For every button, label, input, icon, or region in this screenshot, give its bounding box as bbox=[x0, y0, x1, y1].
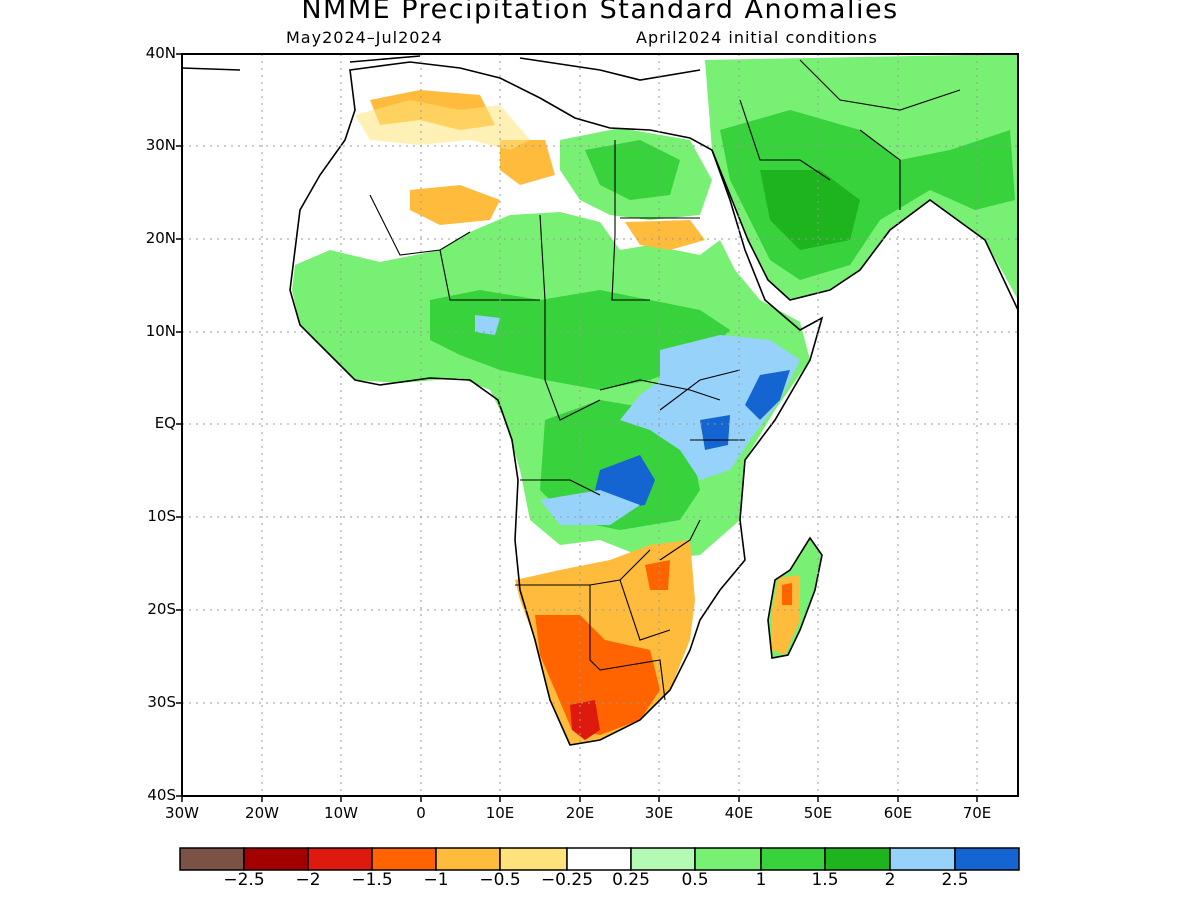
colorbar-swatch bbox=[243, 847, 309, 871]
lat-label: 40N bbox=[145, 44, 176, 62]
map-title: NMME Precipitation Standard Anomalies bbox=[301, 0, 899, 25]
colorbar-label: 1.5 bbox=[811, 870, 839, 890]
nile-wet-core bbox=[585, 140, 680, 200]
southern-africa-dry-strong bbox=[535, 615, 660, 735]
colorbar-label: 0.25 bbox=[612, 870, 650, 890]
lon-label: 0 bbox=[416, 804, 426, 822]
lon-label: 40E bbox=[724, 804, 754, 822]
mediterranean-north-coast bbox=[182, 55, 701, 81]
lat-label: 40S bbox=[147, 786, 176, 804]
colorbar-label: −0.5 bbox=[479, 870, 521, 890]
madagascar-dry-core bbox=[782, 583, 792, 605]
madagascar-dry bbox=[772, 575, 800, 655]
lon-label: 30E bbox=[644, 804, 674, 822]
colorbar-swatch bbox=[435, 847, 501, 871]
colorbar-swatch bbox=[824, 847, 891, 871]
colorbar-swatch bbox=[889, 847, 956, 871]
colorbar bbox=[179, 847, 1020, 871]
nigeria-wet-light bbox=[475, 315, 500, 335]
colorbar-swatch bbox=[694, 847, 762, 871]
angola-wet-light bbox=[540, 490, 640, 525]
sahara-yellow bbox=[355, 100, 530, 150]
colorbar-label: 2.5 bbox=[941, 870, 969, 890]
coastlines bbox=[182, 55, 1018, 746]
colorbar-swatch bbox=[307, 847, 373, 871]
tick-marks bbox=[176, 53, 978, 802]
lat-label: 30N bbox=[145, 136, 176, 154]
colorbar-swatch bbox=[371, 847, 437, 871]
lon-label: 60E bbox=[883, 804, 913, 822]
colorbar-label: 0.5 bbox=[681, 870, 709, 890]
graticule bbox=[182, 54, 1018, 796]
east-africa-wet-light bbox=[620, 335, 800, 480]
lat-label: 10S bbox=[147, 507, 176, 525]
colorbar-label: −2 bbox=[295, 870, 321, 890]
colorbar-swatch bbox=[499, 847, 568, 871]
lat-label: 20N bbox=[145, 229, 176, 247]
map-frame bbox=[181, 53, 1019, 797]
east-africa-wet-strong bbox=[745, 370, 790, 420]
lat-label: 20S bbox=[147, 600, 176, 618]
colorbar-swatch bbox=[954, 847, 1020, 871]
lon-label: 50E bbox=[803, 804, 833, 822]
arabia-wet-strong bbox=[760, 170, 860, 250]
sahel-wet-core bbox=[430, 290, 730, 390]
lat-label: 10N bbox=[145, 322, 176, 340]
kenya-wet-strong bbox=[700, 415, 730, 450]
country-borders bbox=[369, 59, 961, 701]
colorbar-swatch bbox=[760, 847, 826, 871]
colorbar-label: −0.25 bbox=[540, 870, 594, 890]
lon-label: 10W bbox=[324, 804, 358, 822]
colorbar-label: −1 bbox=[423, 870, 449, 890]
lon-label: 70E bbox=[962, 804, 992, 822]
colorbar-label: −1.5 bbox=[351, 870, 393, 890]
lon-label: 20E bbox=[565, 804, 595, 822]
lon-label: 30W bbox=[165, 804, 199, 822]
zambia-dry-strong bbox=[645, 560, 670, 590]
colorbar-label: −2.5 bbox=[223, 870, 265, 890]
colorbar-swatch bbox=[630, 847, 696, 871]
lon-label: 10E bbox=[485, 804, 515, 822]
colorbar-swatch bbox=[566, 847, 632, 871]
colorbar-label: 1 bbox=[755, 870, 767, 890]
lat-label: EQ bbox=[154, 414, 176, 432]
sahara-dry-3 bbox=[500, 140, 555, 185]
sudan-dry bbox=[625, 220, 705, 250]
cape-dry-strongest bbox=[570, 700, 600, 740]
forecast-period: May2024–Jul2024 bbox=[286, 28, 443, 47]
lat-label: 30S bbox=[147, 693, 176, 711]
colorbar-label: 2 bbox=[884, 870, 896, 890]
lon-label: 20W bbox=[245, 804, 279, 822]
initial-conditions: April2024 initial conditions bbox=[636, 28, 878, 47]
africa-coastline bbox=[289, 61, 824, 746]
arabia-coastline bbox=[711, 149, 1018, 311]
sahara-dry-2 bbox=[410, 185, 500, 225]
colorbar-swatch bbox=[179, 847, 245, 871]
